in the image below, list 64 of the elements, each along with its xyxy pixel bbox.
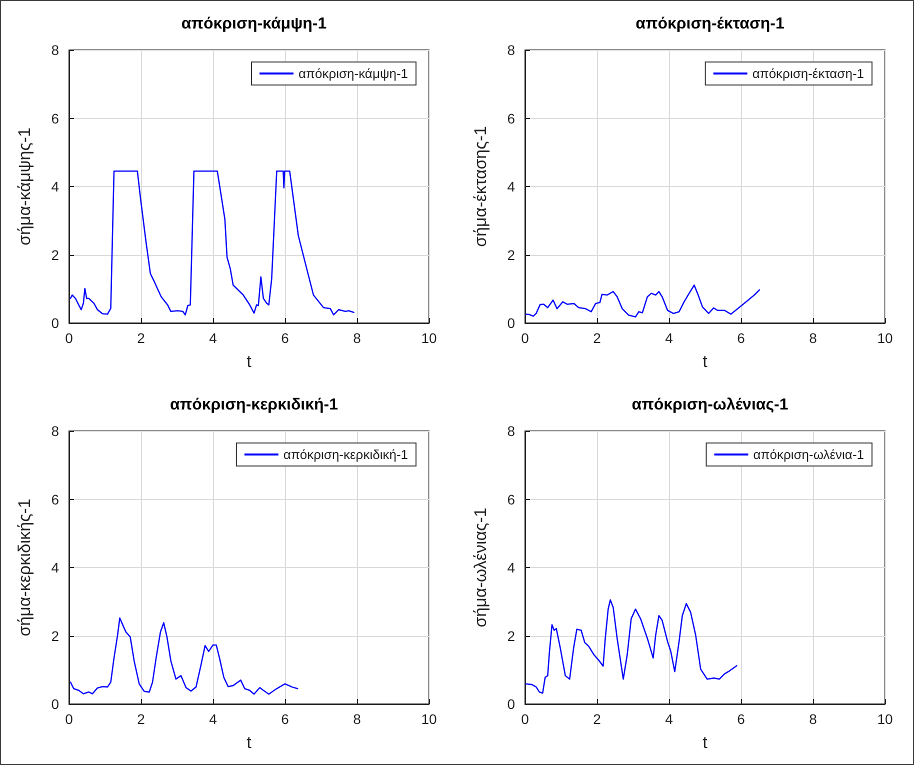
x-tick-label: 6: [281, 711, 290, 727]
legend-label: απόκριση-κερκιδική-1: [283, 447, 408, 462]
line-series: [70, 617, 298, 695]
chart-title: απόκριση-έκταση-1: [636, 16, 784, 32]
x-tick-label: 2: [593, 711, 602, 727]
y-tick-label: 6: [51, 491, 60, 508]
y-tick-label: 4: [51, 560, 60, 576]
x-tick-label: 8: [353, 330, 362, 346]
y-tick-label: 6: [51, 110, 60, 126]
x-tick-label: 2: [137, 330, 146, 346]
x-tick-label: 2: [137, 711, 146, 727]
chart-title: απόκριση-κερκιδική-1: [170, 396, 338, 414]
x-tick-label: 4: [209, 330, 218, 346]
chart-title: απόκριση-κάμψη-1: [181, 16, 327, 32]
y-tick-label: 0: [51, 315, 60, 331]
line-series: [525, 599, 738, 694]
x-tick-label: 10: [421, 711, 437, 727]
x-tick-label: 8: [353, 711, 362, 727]
y-axis-title: σήμα-κάμψης-1: [15, 127, 34, 246]
x-tick-label: 6: [281, 330, 290, 346]
y-axis-title: σήμα-ωλένιας-1: [471, 508, 490, 628]
x-tick-label: 4: [665, 711, 674, 727]
chart-title: απόκριση-ωλένιας-1: [632, 396, 788, 414]
x-tick-label: 6: [737, 330, 746, 346]
x-tick-label: 8: [809, 711, 818, 727]
x-tick-label: 6: [737, 711, 746, 727]
y-tick-label: 0: [51, 696, 60, 712]
y-tick-label: 4: [507, 560, 516, 576]
line-series: [525, 284, 760, 318]
x-tick-label: 0: [521, 711, 530, 727]
x-tick-label: 10: [877, 711, 893, 727]
legend-label: απόκριση-κάμψη-1: [298, 66, 408, 81]
x-tick-label: 4: [209, 711, 218, 727]
x-tick-label: 0: [521, 330, 530, 346]
y-tick-label: 6: [507, 110, 516, 126]
x-tick-label: 10: [421, 330, 437, 346]
y-tick-label: 8: [51, 42, 60, 58]
legend-label: απόκριση-έκταση-1: [752, 66, 864, 81]
y-tick-label: 8: [507, 42, 516, 58]
x-tick-label: 4: [665, 330, 674, 346]
y-axis-title: σήμα-κερκιδικής-1: [15, 498, 34, 636]
y-tick-label: 2: [51, 246, 60, 263]
x-axis-title: t: [702, 733, 708, 752]
y-tick-label: 8: [507, 423, 516, 439]
x-axis-title: t: [246, 733, 252, 752]
y-tick-label: 2: [507, 628, 516, 644]
y-tick-label: 0: [507, 696, 516, 712]
y-tick-label: 2: [507, 246, 516, 263]
y-tick-label: 4: [51, 178, 60, 194]
x-tick-label: 2: [593, 330, 602, 346]
x-axis-title: t: [702, 352, 708, 371]
x-tick-label: 0: [65, 330, 74, 346]
y-tick-label: 0: [507, 315, 516, 331]
x-tick-label: 8: [809, 330, 818, 346]
y-axis-title: σήμα-έκτασης-1: [471, 126, 490, 247]
line-series: [70, 170, 354, 316]
y-tick-label: 4: [507, 178, 516, 194]
y-tick-label: 8: [51, 423, 60, 439]
y-tick-label: 2: [51, 628, 60, 644]
x-tick-label: 10: [877, 330, 893, 346]
x-tick-label: 0: [65, 711, 74, 727]
y-tick-label: 6: [507, 491, 516, 508]
legend-label: απόκριση-ωλένια-1: [753, 447, 864, 462]
x-axis-title: t: [246, 352, 252, 371]
